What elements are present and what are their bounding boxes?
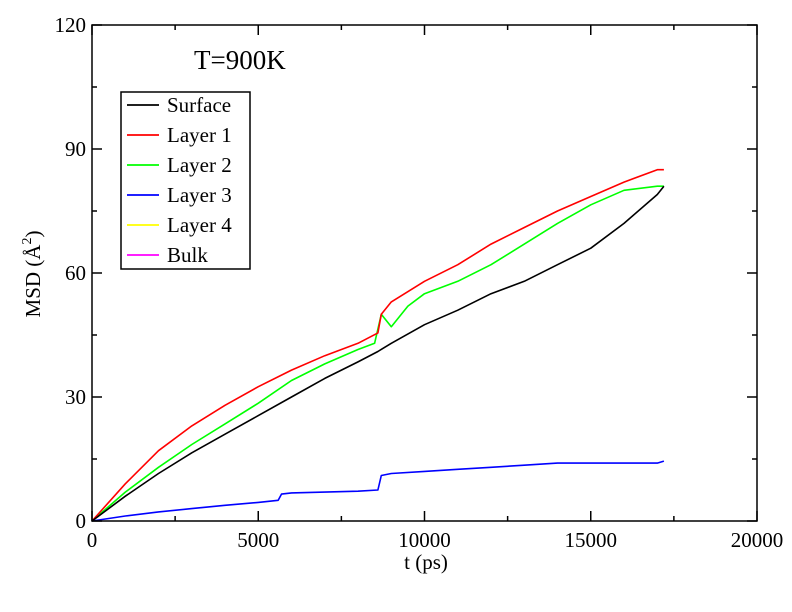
series-line-layer-3 (91, 460, 665, 522)
x-tick-label: 20000 (731, 528, 784, 552)
legend: Surface Layer 1 Layer 2 Layer 3 Layer 4 Bulk (120, 91, 251, 270)
y-tick-label: 90 (65, 137, 86, 161)
y-tick-label: 60 (65, 261, 86, 285)
y-tick-label: 120 (55, 13, 87, 37)
legend-label: Surface (167, 93, 231, 117)
legend-label: Layer 3 (167, 183, 232, 207)
legend-entries: Surface Layer 1 Layer 2 Layer 3 Layer 4 Bulk (127, 93, 232, 267)
y-axis-title: MSD (Å2) (20, 231, 45, 318)
x-tick-label: 0 (87, 528, 98, 552)
legend-box (120, 91, 251, 270)
series-line-layer-1 (91, 168, 664, 522)
y-axis-title-power: 2 (20, 238, 35, 245)
x-tick-label: 5000 (237, 528, 279, 552)
y-axis-title-close: ) (21, 231, 45, 238)
legend-label: Layer 1 (167, 123, 232, 147)
series-line-layer-2 (91, 185, 664, 522)
x-tick-label: 15000 (565, 528, 618, 552)
x-axis-title: t (ps) (404, 550, 448, 574)
y-axis-title-unit: Å (21, 244, 45, 260)
series-lines (91, 168, 665, 522)
x-tick-label: 10000 (398, 528, 451, 552)
y-tick-label: 0 (76, 509, 87, 533)
y-tick-label: 30 (65, 385, 86, 409)
axis-ticks: 0 5000 10000 15000 20000 0 30 60 90 120 (55, 13, 784, 552)
series-line-surface (91, 185, 665, 522)
legend-label: Bulk (167, 243, 208, 267)
legend-label: Layer 2 (167, 153, 232, 177)
y-axis-title-main: MSD ( (21, 260, 45, 318)
temperature-annotation: T=900K (194, 45, 286, 75)
legend-label: Layer 4 (167, 213, 232, 237)
